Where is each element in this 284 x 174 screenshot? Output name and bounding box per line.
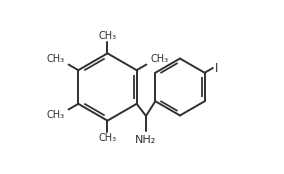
Text: CH₃: CH₃ bbox=[150, 54, 168, 64]
Text: NH₂: NH₂ bbox=[135, 135, 156, 145]
Text: CH₃: CH₃ bbox=[47, 110, 65, 120]
Text: CH₃: CH₃ bbox=[47, 54, 65, 64]
Text: CH₃: CH₃ bbox=[99, 133, 116, 143]
Text: I: I bbox=[215, 62, 218, 74]
Text: CH₃: CH₃ bbox=[99, 31, 116, 41]
